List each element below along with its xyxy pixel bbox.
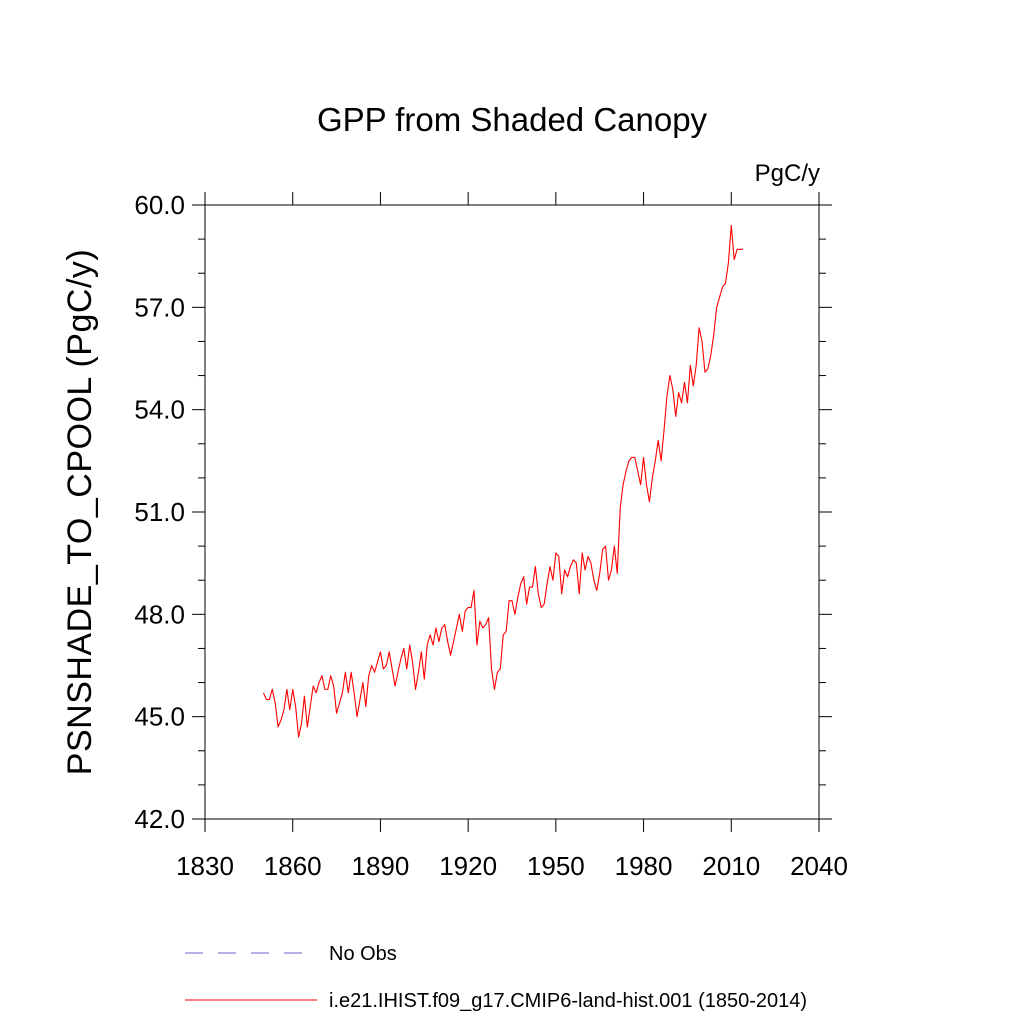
y-tick-label: 60.0 [134, 190, 185, 220]
x-tick-label: 2040 [790, 851, 848, 881]
chart-title: GPP from Shaded Canopy [317, 101, 708, 138]
x-tick-label: 2010 [702, 851, 760, 881]
x-tick-label: 1860 [264, 851, 322, 881]
series-line-1 [262, 224, 743, 738]
y-tick-label: 48.0 [134, 599, 185, 629]
y-tick-label: 42.0 [134, 804, 185, 834]
legend-label-hist-run: i.e21.IHIST.f09_g17.CMIP6-land-hist.001 … [329, 990, 807, 1012]
y-tick-label: 54.0 [134, 395, 185, 425]
y-tick-label: 51.0 [134, 497, 185, 527]
x-tick-label: 1980 [615, 851, 673, 881]
y-axis-label: PSNSHADE_TO_CPOOL (PgC/y) [61, 249, 99, 775]
axes: 1830 1860 1890 1920 1950 1980 2010 2040 42.0 45.0… [134, 190, 848, 881]
y-tick-label: 45.0 [134, 702, 185, 732]
legend: No Obs i.e21.IHIST.f09_g17.CMIP6-land-hi… [185, 943, 807, 1012]
x-tick-label: 1830 [176, 851, 234, 881]
x-tick-label: 1920 [439, 851, 497, 881]
x-tick-label: 1890 [352, 851, 410, 881]
legend-label-no-obs: No Obs [329, 943, 397, 965]
series-layer [262, 224, 743, 738]
y-tick-label: 57.0 [134, 292, 185, 322]
units-label: PgC/y [755, 160, 820, 187]
x-tick-label: 1950 [527, 851, 585, 881]
